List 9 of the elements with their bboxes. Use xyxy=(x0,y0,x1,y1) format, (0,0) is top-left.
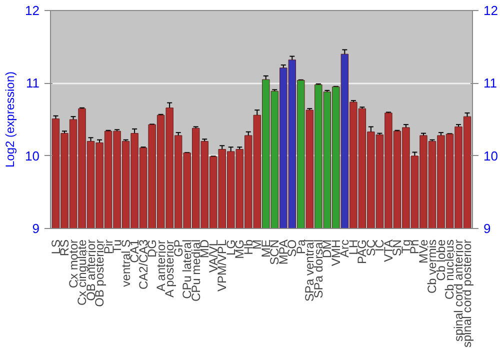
y-tick-label: 10 xyxy=(25,148,40,164)
y2-tick-label: 10 xyxy=(484,148,498,164)
y-axis-title: Log2 (expression) xyxy=(3,71,18,168)
y2-tick-label: 12 xyxy=(484,3,498,18)
y-tick-label: 11 xyxy=(26,76,40,91)
y-tick-label: 12 xyxy=(25,3,40,18)
y2-tick-label: 11 xyxy=(484,76,497,91)
y2-tick-label: 9 xyxy=(484,221,491,236)
y-tick-label: 9 xyxy=(32,221,40,236)
